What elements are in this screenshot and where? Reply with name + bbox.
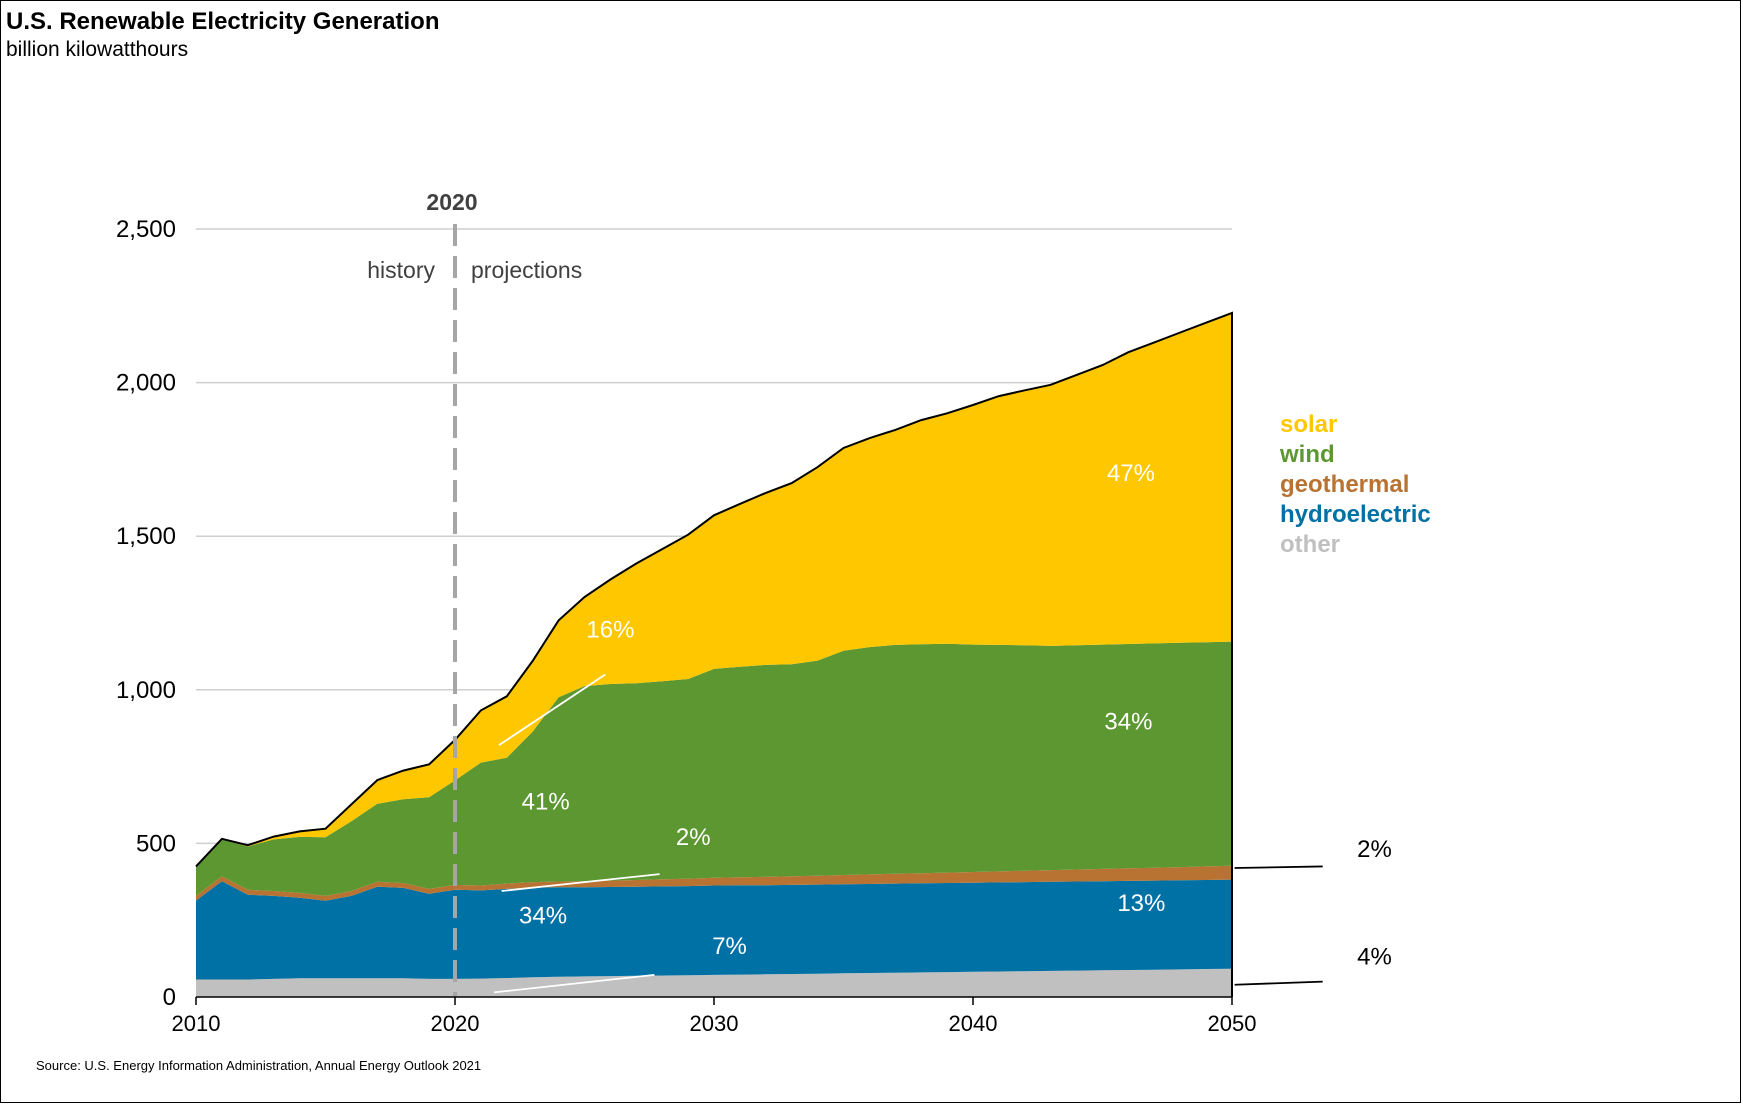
leader-line [493, 973, 655, 994]
legend-geothermal: geothermal [1280, 471, 1410, 498]
leader-line [1234, 865, 1323, 869]
legend-hydroelectric: hydroelectric [1280, 501, 1431, 528]
axes: 0 500 1,000 1,500 2,000 2,500 2010 2020 2030 2040… [116, 216, 1257, 1036]
y-tick-label: 0 [163, 984, 176, 1011]
share-label: 16% [586, 617, 634, 644]
projections-label: projections [471, 257, 582, 283]
x-tick-label: 2040 [949, 1011, 998, 1036]
source-note: Source: U.S. Energy Information Administ… [36, 1058, 482, 1073]
share-label: 34% [1104, 709, 1152, 736]
leader-line [501, 873, 660, 892]
area-geothermal [196, 865, 1232, 901]
x-tick-label: 2030 [690, 1011, 739, 1036]
total-outline [195, 311, 1233, 997]
divider-year-label: 2020 [426, 189, 477, 215]
share-label: 41% [522, 789, 570, 816]
legend: solar wind geothermal hydroelectric othe… [1280, 410, 1431, 560]
area-other [196, 968, 1232, 997]
share-label: 13% [1117, 890, 1165, 917]
share-label: 4% [1357, 944, 1392, 971]
y-tick-label: 2,500 [116, 216, 176, 243]
share-label: 34% [519, 902, 567, 929]
history-label: history [367, 257, 435, 283]
y-tick-label: 1,000 [116, 677, 176, 704]
share-label: 2% [676, 824, 711, 851]
leader-line [498, 673, 606, 746]
legend-other: other [1280, 531, 1340, 558]
legend-wind: wind [1280, 441, 1335, 468]
stacked-areas [195, 311, 1233, 997]
x-tick-label: 2010 [172, 1011, 221, 1036]
leader-line [1234, 980, 1323, 986]
share-label: 7% [712, 933, 747, 960]
share-label: 47% [1107, 460, 1155, 487]
area-solar [196, 312, 1232, 867]
x-tick-label: 2050 [1208, 1011, 1257, 1036]
area-wind [196, 641, 1232, 896]
y-tick-label: 1,500 [116, 523, 176, 550]
legend-solar: solar [1280, 411, 1338, 438]
annotations: 47% 34% 13% 16% 41% 2% 34% 7% 2% 4% [493, 460, 1392, 994]
y-tick-label: 2,000 [116, 370, 176, 397]
x-tick-label: 2020 [431, 1011, 480, 1036]
history-projection-divider: 2020 history projections [367, 189, 582, 997]
chart-title: U.S. Renewable Electricity Generation [6, 8, 440, 35]
y-tick-label: 500 [136, 830, 176, 857]
share-label: 2% [1357, 836, 1392, 863]
chart-subtitle: billion kilowatthours [6, 38, 189, 61]
